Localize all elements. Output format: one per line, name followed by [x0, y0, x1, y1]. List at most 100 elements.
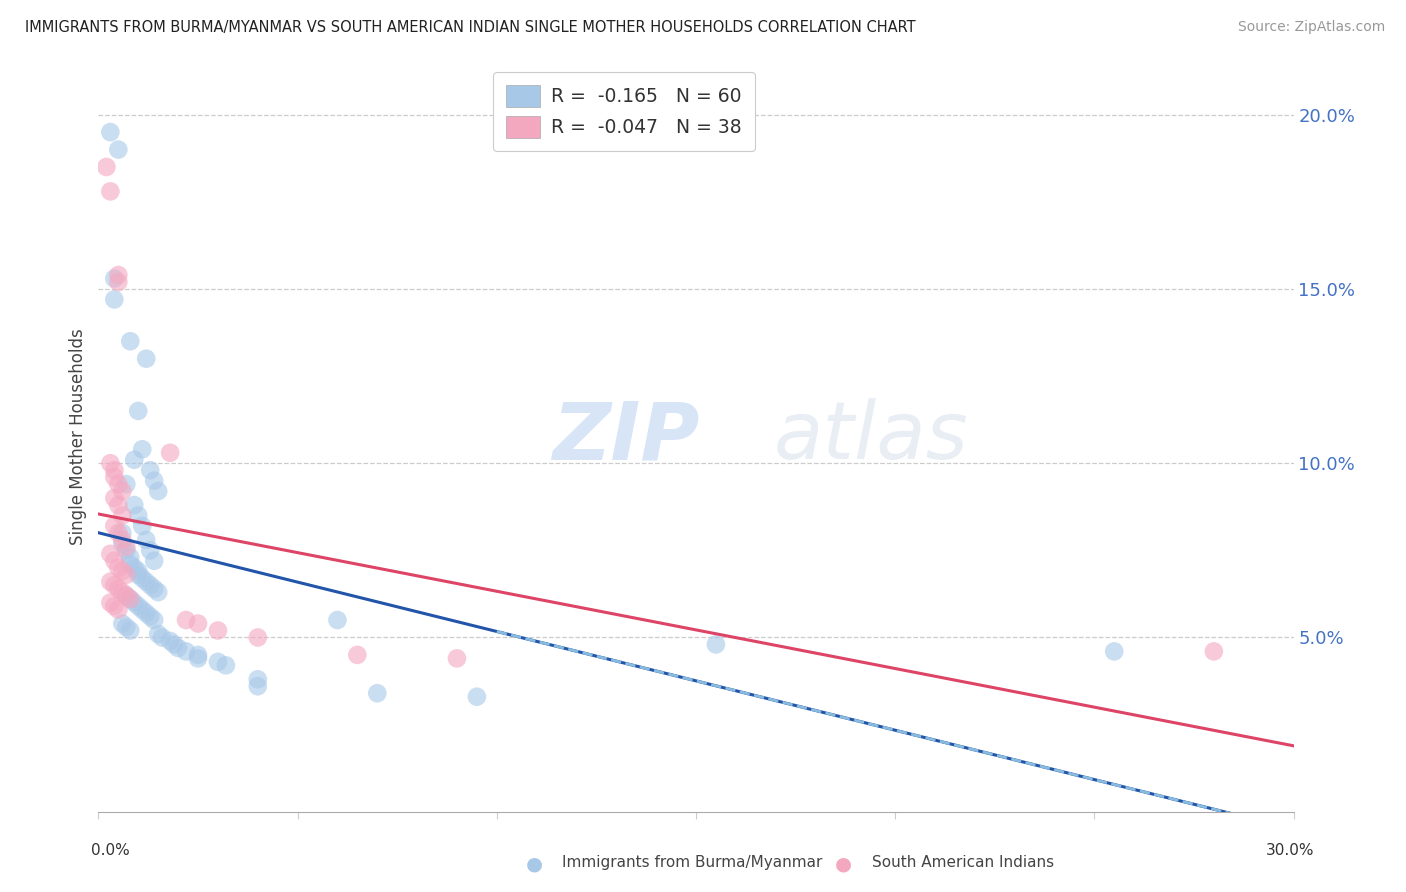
Point [174, 613, 197, 627]
Text: South American Indians: South American Indians [872, 855, 1054, 870]
Point [107, 602, 129, 616]
Point [120, 624, 142, 638]
Point [103, 271, 125, 285]
Point [131, 571, 153, 585]
Point [446, 651, 468, 665]
Text: ●: ● [526, 855, 543, 873]
Point [139, 463, 162, 477]
Point [159, 634, 181, 648]
Text: Immigrants from Burma/Myanmar: Immigrants from Burma/Myanmar [562, 855, 823, 870]
Text: 30.0%: 30.0% [1267, 843, 1315, 858]
Point [103, 599, 125, 613]
Point [148, 627, 170, 641]
Point [120, 334, 142, 349]
Point [111, 616, 134, 631]
Point [124, 596, 146, 610]
Point [111, 585, 134, 599]
Point [167, 640, 190, 655]
Point [1202, 644, 1225, 658]
Point [111, 536, 134, 550]
Point [120, 550, 142, 565]
Point [704, 637, 727, 651]
Point [98, 574, 122, 589]
Point [127, 567, 149, 582]
Point [207, 624, 229, 638]
Point [366, 686, 388, 700]
Point [143, 613, 166, 627]
Point [143, 582, 166, 596]
Text: ●: ● [835, 855, 852, 873]
Point [124, 561, 146, 575]
Point [111, 533, 134, 547]
Point [107, 525, 129, 540]
Point [103, 293, 125, 307]
Point [111, 564, 134, 578]
Point [139, 578, 162, 592]
Point [111, 525, 134, 540]
Point [120, 558, 142, 572]
Point [111, 508, 134, 523]
Point [346, 648, 368, 662]
Point [107, 477, 129, 491]
Point [98, 125, 122, 139]
Point [135, 574, 157, 589]
Point [139, 609, 162, 624]
Point [115, 589, 138, 603]
Point [246, 679, 269, 693]
Point [246, 631, 269, 645]
Point [131, 602, 153, 616]
Point [107, 561, 129, 575]
Point [98, 596, 122, 610]
Point [127, 508, 149, 523]
Point [187, 616, 209, 631]
Point [107, 275, 129, 289]
Legend: R =  -0.165   N = 60, R =  -0.047   N = 38: R = -0.165 N = 60, R = -0.047 N = 38 [494, 72, 755, 151]
Point [139, 543, 162, 558]
Point [107, 143, 129, 157]
Point [107, 498, 129, 512]
Point [98, 185, 122, 199]
Point [120, 592, 142, 607]
Point [131, 442, 153, 457]
Point [124, 498, 146, 512]
Point [187, 651, 209, 665]
Point [107, 268, 129, 282]
Point [103, 491, 125, 505]
Point [115, 620, 138, 634]
Text: ZIP: ZIP [553, 398, 700, 476]
Point [135, 351, 157, 366]
Point [143, 554, 166, 568]
Point [143, 474, 166, 488]
Point [107, 582, 129, 596]
Point [246, 673, 269, 687]
Point [103, 463, 125, 477]
Point [96, 160, 118, 174]
Point [465, 690, 488, 704]
Point [115, 589, 138, 603]
Text: Source: ZipAtlas.com: Source: ZipAtlas.com [1237, 20, 1385, 34]
Point [115, 540, 138, 554]
Point [115, 567, 138, 582]
Point [115, 477, 138, 491]
Point [124, 452, 146, 467]
Point [187, 648, 209, 662]
Text: atlas: atlas [773, 398, 969, 476]
Point [150, 631, 173, 645]
Point [148, 484, 170, 499]
Point [159, 446, 181, 460]
Point [111, 484, 134, 499]
Point [163, 637, 186, 651]
Point [127, 564, 149, 578]
Point [103, 578, 125, 592]
Point [135, 533, 157, 547]
Point [326, 613, 349, 627]
Point [207, 655, 229, 669]
Point [98, 547, 122, 561]
Point [115, 543, 138, 558]
Point [131, 519, 153, 533]
Point [103, 470, 125, 484]
Point [120, 592, 142, 607]
Point [103, 519, 125, 533]
Point [174, 644, 197, 658]
Point [127, 404, 149, 418]
